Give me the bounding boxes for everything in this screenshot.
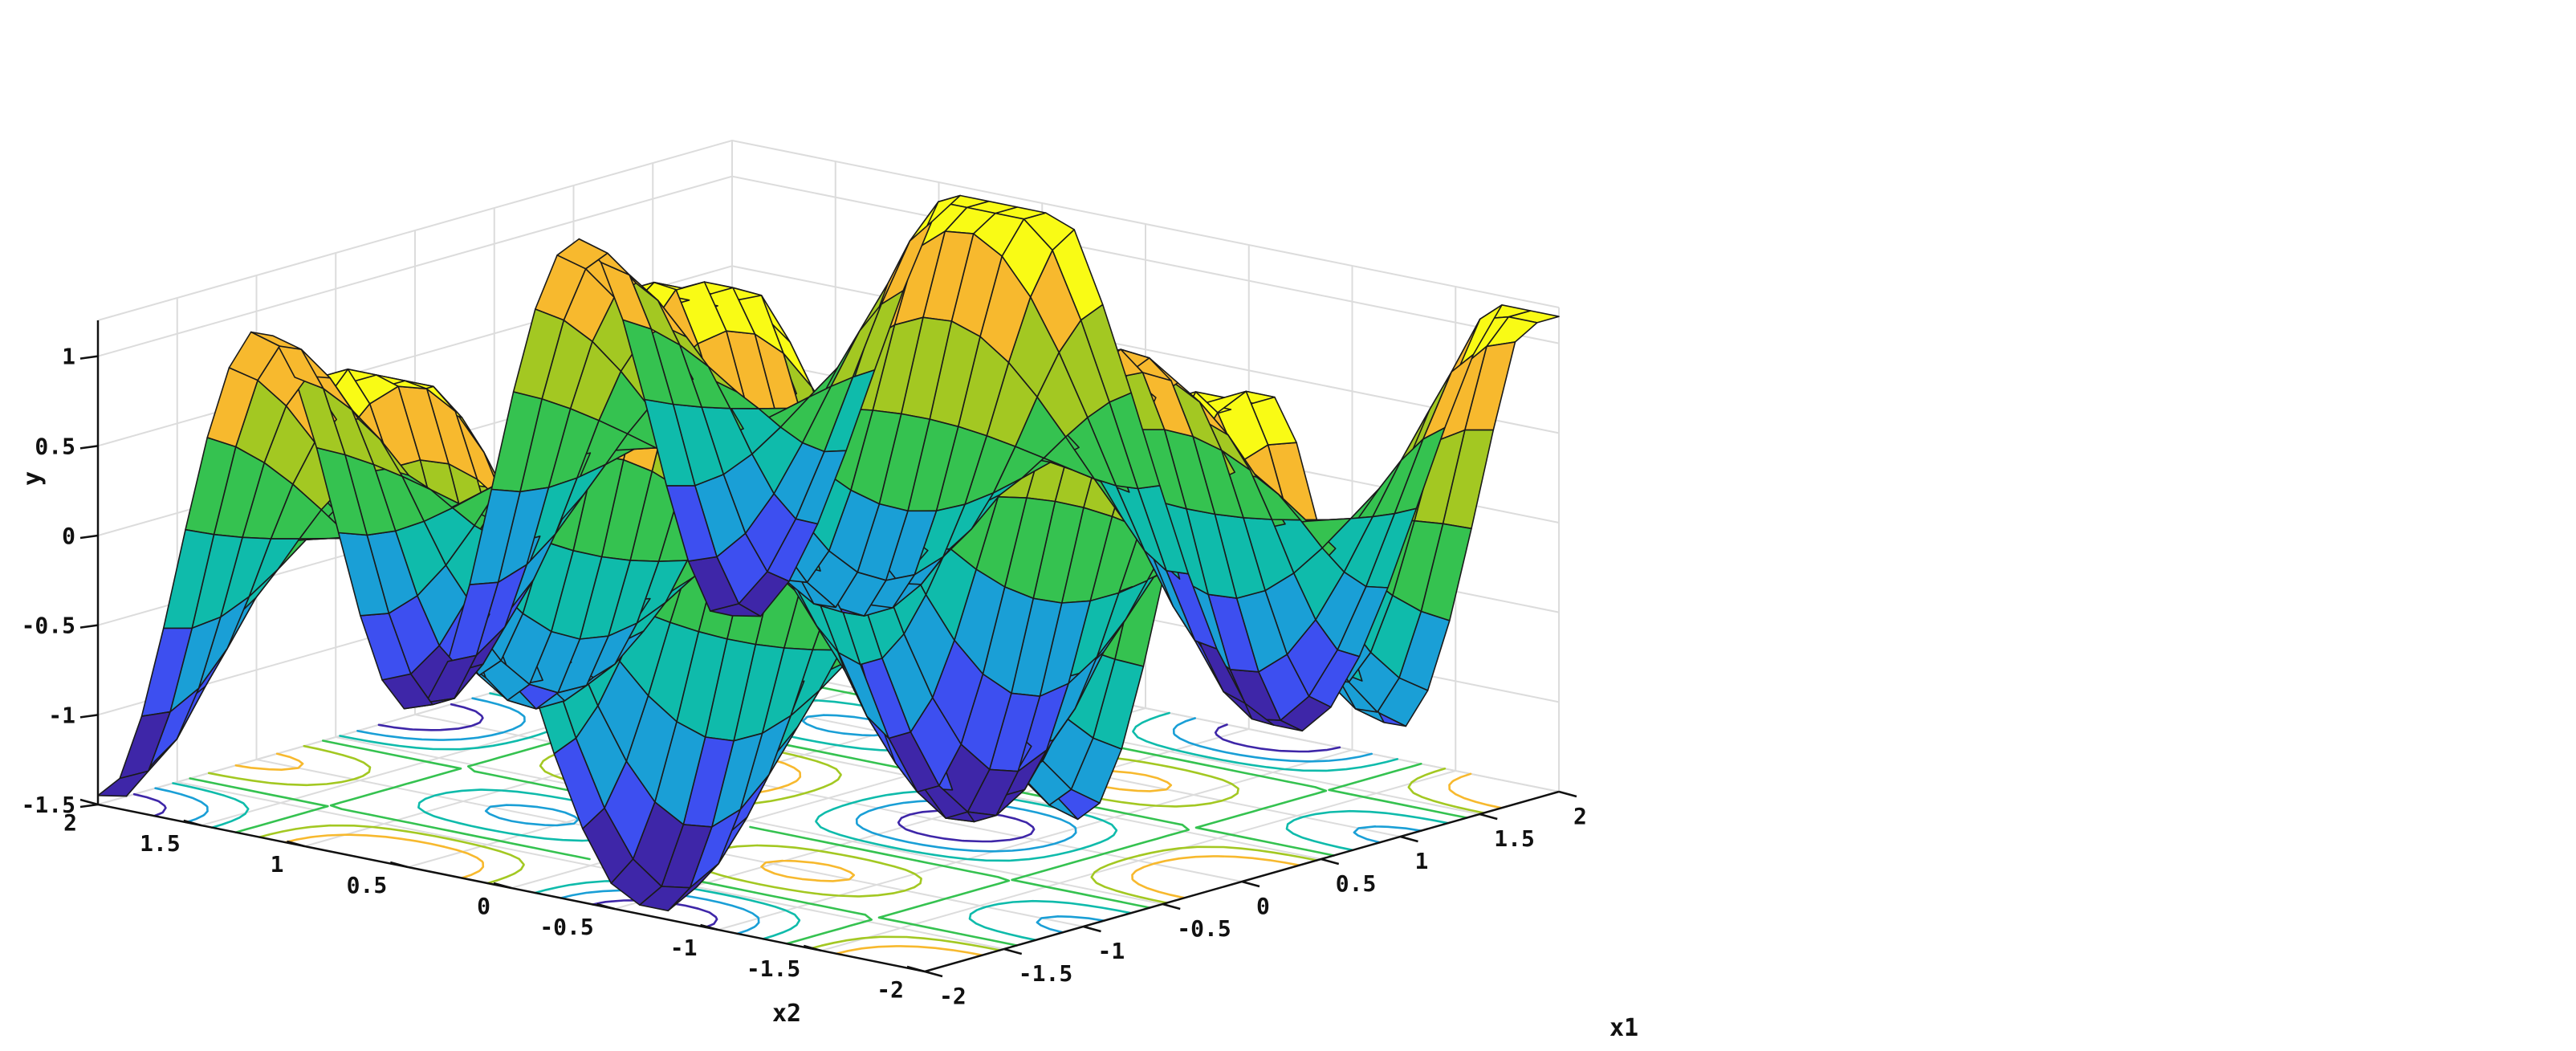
z-tick-mark [79,624,99,629]
x1-tick-label: -2 [939,983,967,1009]
z-tick-mark [79,803,99,809]
z-tick-mark [79,534,99,540]
x2-tick-label: 2 [63,809,77,836]
z-axis-label: y [18,471,47,486]
x2-tick-mark [906,965,926,973]
x2-tick-label: -1 [670,935,698,961]
x2-tick-label: 1.5 [140,830,181,857]
surface-face [97,770,149,797]
grid-line-z [97,175,1560,357]
x2-tick-mark [79,798,99,806]
x1-tick-label: 0 [1256,893,1270,919]
x2-tick-mark [287,840,305,848]
x1-tick-label: -1 [1098,938,1125,964]
z-tick-label: -1 [48,702,75,728]
x1-tick-mark [1241,880,1260,888]
x1-tick-label: -0.5 [1177,915,1231,942]
z-tick-mark [79,355,99,360]
grid-line-z [97,139,1560,321]
z-tick-label: -1.5 [22,792,75,818]
x1-tick-label: 1.5 [1494,825,1535,852]
z-tick-mark [79,445,99,450]
x2-tick-mark [389,861,409,869]
x2-tick-label: 1 [271,851,284,878]
x1-tick-mark [1083,925,1101,933]
x2-tick-label: -1.5 [747,955,800,982]
x1-tick-label: 1 [1415,848,1429,874]
x1-axis-label: x1 [1609,1014,1638,1042]
x2-tick-label: -2 [877,976,904,1003]
x1-tick-mark [1479,813,1498,821]
x1-tick-mark [1400,835,1418,843]
z-tick-label: -0.5 [22,613,75,639]
x2-tick-mark [700,923,718,931]
z-tick-label: 0 [62,523,75,549]
contour-line [154,640,1422,935]
x2-tick-mark [596,902,616,910]
surface-mesh [97,194,1560,912]
z-tick-label: 1 [62,344,75,370]
z-tick-label: 0.5 [35,433,75,459]
x2-axis-label: x2 [772,1000,801,1028]
x1-tick-mark [1003,947,1023,955]
x1-tick-mark [1162,902,1181,910]
x1-tick-mark [1558,790,1577,798]
x2-tick-mark [803,944,822,952]
x1-tick-mark [924,970,943,978]
x1-tick-label: 2 [1573,803,1587,829]
x2-tick-mark [183,819,202,827]
x2-tick-mark [493,882,512,890]
z-tick-mark [79,714,99,719]
x2-tick-label: 0 [477,893,490,919]
x2-tick-label: 0.5 [347,872,388,898]
x1-tick-label: 0.5 [1336,870,1377,897]
axes: -2 -1.5 -1 -0.5 0 0.5 1 1.5 2 -2 -1.5 -1 -0.5 0 0.5 1 1.… [22,320,1587,1009]
x1-tick-mark [1321,858,1340,866]
x1-tick-label: -1.5 [1019,960,1072,987]
x2-tick-label: -0.5 [539,914,593,940]
